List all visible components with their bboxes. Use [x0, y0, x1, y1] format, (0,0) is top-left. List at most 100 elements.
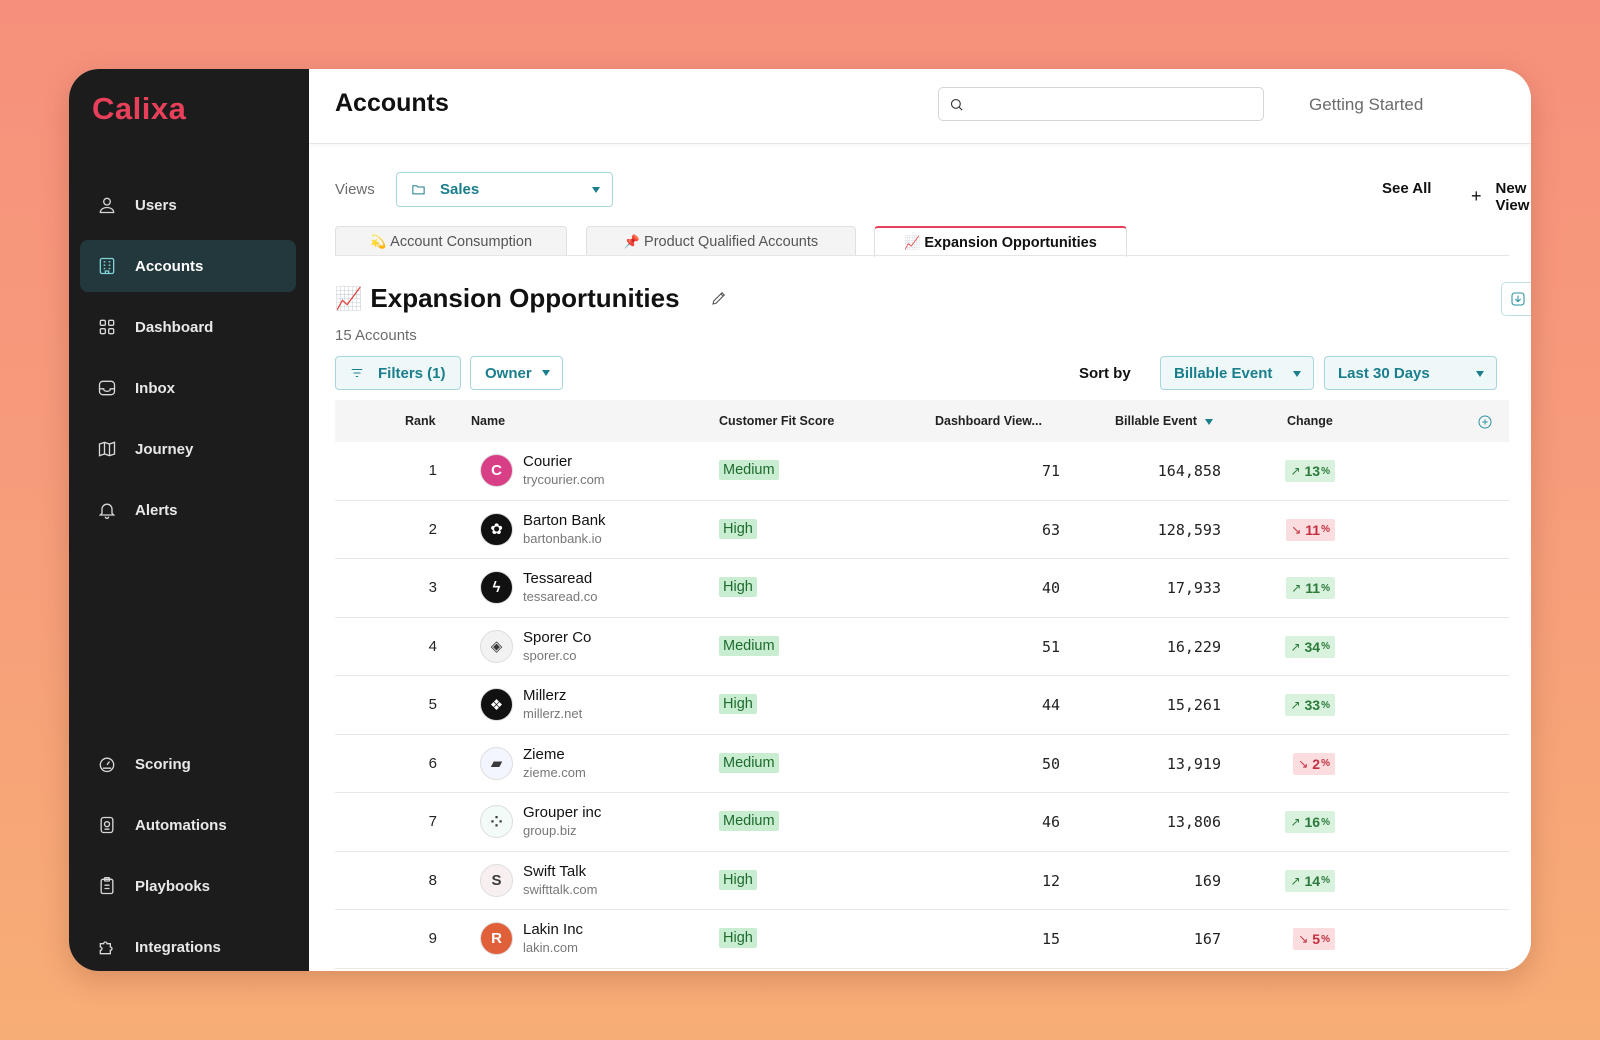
fit-score-badge: Medium [719, 460, 779, 480]
sidebar-item-playbooks[interactable]: Playbooks [80, 860, 296, 912]
page-title: Accounts [335, 89, 449, 117]
sidebar-item-scoring[interactable]: Scoring [80, 738, 296, 790]
sort-period-dropdown[interactable]: Last 30 Days [1324, 356, 1497, 390]
change-badge: ↘ 11% [1286, 518, 1335, 541]
account-name-link[interactable]: Zieme [523, 745, 565, 763]
download-button[interactable] [1501, 282, 1531, 316]
sort-field-dropdown[interactable]: Billable Event [1160, 356, 1314, 390]
see-all-button[interactable]: See All [1382, 180, 1432, 197]
table-row[interactable]: 1 C Courier trycourier.com Medium 71 164,858 ↗ 1… [335, 442, 1509, 501]
tab-account-consumption[interactable]: 💫 Account Consumption [335, 226, 567, 256]
column-header-fit-score[interactable]: Customer Fit Score [719, 414, 835, 428]
rank-cell: 1 [428, 462, 437, 479]
add-column-button[interactable] [1477, 414, 1493, 430]
dashboard-views-cell: 50 [1041, 754, 1060, 773]
trend-down-icon: ↘ [1298, 932, 1309, 946]
pin-icon: 📌 [623, 233, 641, 249]
column-header-dashboard-views[interactable]: Dashboard View... [935, 414, 1042, 428]
sidebar-item-alerts[interactable]: Alerts [80, 484, 296, 536]
account-name-link[interactable]: Barton Bank [523, 511, 606, 529]
table-row[interactable]: 7 ⁘ Grouper inc group.biz Medium 46 13,806 ↗ 16% [335, 793, 1509, 852]
user-icon [96, 194, 118, 216]
column-header-change[interactable]: Change [1287, 414, 1333, 428]
table-row[interactable]: 6 ▰ Zieme zieme.com Medium 50 13,919 ↘ 2% [335, 735, 1509, 793]
search-box[interactable] [938, 87, 1264, 121]
percent-sign: % [1321, 524, 1330, 535]
sidebar-item-dashboard[interactable]: Dashboard [80, 301, 296, 353]
percent-sign: % [1321, 699, 1330, 711]
rank-cell: 7 [428, 813, 437, 830]
column-header-billable-event[interactable]: Billable Event [1115, 414, 1213, 428]
change-badge: ↗ 34% [1285, 635, 1335, 658]
plus-icon: + [1471, 185, 1482, 206]
filters-button[interactable]: Filters (1) [335, 356, 461, 390]
change-value: 14 [1304, 872, 1321, 889]
chart-up-icon: 📈 [904, 234, 921, 250]
app-logo[interactable]: Calixa [92, 91, 187, 126]
dashboard-views-cell: 51 [1041, 637, 1060, 656]
tab-expansion-opportunities[interactable]: 📈 Expansion Opportunities [874, 226, 1127, 257]
dashboard-views-cell: 44 [1041, 696, 1060, 714]
change-value: 5 [1312, 931, 1321, 947]
download-icon [1511, 292, 1525, 306]
rank-cell: 2 [428, 520, 437, 538]
sidebar-item-inbox[interactable]: Inbox [80, 362, 296, 414]
fit-score-badge: High [719, 577, 757, 597]
new-view-button[interactable]: + New View [1471, 180, 1531, 214]
account-name-link[interactable]: Millerz [523, 687, 567, 704]
fit-score-badge: Medium [719, 635, 779, 656]
sidebar-item-automations[interactable]: Automations [80, 799, 296, 851]
table-row[interactable]: 4 ◈ Sporer Co sporer.co Medium 51 16,229 ↗ 34% [335, 618, 1509, 676]
account-name-link[interactable]: Lakin Inc [523, 921, 584, 938]
company-logo: C [480, 454, 513, 487]
rank-cell: 6 [428, 754, 437, 772]
company-logo: ▰ [480, 746, 513, 780]
percent-sign: % [1321, 641, 1330, 652]
rank-cell: 9 [428, 930, 437, 947]
sidebar-item-users[interactable]: Users [80, 179, 296, 231]
rank-cell: 3 [428, 579, 437, 596]
account-name-link[interactable]: Courier [523, 453, 573, 470]
change-badge: ↗ 13% [1285, 460, 1335, 482]
dashboard-views-cell: 12 [1041, 871, 1060, 890]
change-badge: ↗ 14% [1285, 869, 1335, 892]
change-badge: ↗ 16% [1285, 811, 1335, 833]
edit-title-button[interactable] [710, 289, 728, 307]
sidebar-item-integrations[interactable]: Integrations [80, 921, 296, 971]
chevron-down-icon [1293, 371, 1301, 377]
sidebar-item-label: Dashboard [135, 318, 214, 336]
percent-sign: % [1321, 582, 1330, 594]
getting-started-link[interactable]: Getting Started [1309, 95, 1424, 114]
account-name-link[interactable]: Sporer Co [523, 628, 592, 646]
sidebar-item-journey[interactable]: Journey [80, 423, 296, 475]
views-dropdown[interactable]: Sales [396, 172, 613, 207]
chevron-down-icon [592, 187, 600, 193]
table-row[interactable]: 3 ϟ Tessaread tessaread.co High 40 17,933 ↗ 11% [335, 559, 1509, 618]
owner-dropdown[interactable]: Owner [470, 356, 563, 390]
table-body: 1 C Courier trycourier.com Medium 71 164,858 ↗ 1… [335, 442, 1509, 969]
change-value: 13 [1304, 463, 1321, 479]
account-name-link[interactable]: Tessaread [523, 570, 593, 587]
views-label: Views [335, 181, 375, 198]
tab-product-qualified-accounts[interactable]: 📌 Product Qualified Accounts [586, 226, 856, 256]
views-selected: Sales [440, 181, 480, 198]
sidebar-item-label: Inbox [135, 379, 175, 397]
table-row[interactable]: 8 S Swift Talk swifttalk.com High 12 169 ↗ 14% [335, 852, 1509, 910]
change-badge: ↗ 11% [1286, 577, 1335, 599]
sidebar-item-label: Alerts [135, 501, 178, 519]
account-domain: lakin.com [523, 940, 578, 955]
chart-up-icon: 📈 [335, 285, 363, 311]
account-domain: group.biz [523, 823, 577, 838]
sidebar-item-accounts[interactable]: Accounts [80, 240, 296, 292]
table-row[interactable]: 2 ✿ Barton Bank bartonbank.io High 63 128,593 ↘… [335, 501, 1509, 559]
search-icon [950, 98, 963, 111]
building-icon [96, 255, 118, 277]
column-header-name[interactable]: Name [471, 414, 506, 428]
account-name-link[interactable]: Grouper inc [523, 804, 602, 821]
column-header-rank[interactable]: Rank [405, 414, 436, 428]
search-input[interactable] [972, 96, 1263, 112]
account-name-link[interactable]: Swift Talk [523, 862, 587, 880]
table-row[interactable]: 5 ❖ Millerz millerz.net High 44 15,261 ↗ 33% [335, 676, 1509, 735]
table-row[interactable]: 9 R Lakin Inc lakin.com High 15 167 ↘ 5% [335, 910, 1509, 969]
change-value: 16 [1304, 814, 1321, 830]
